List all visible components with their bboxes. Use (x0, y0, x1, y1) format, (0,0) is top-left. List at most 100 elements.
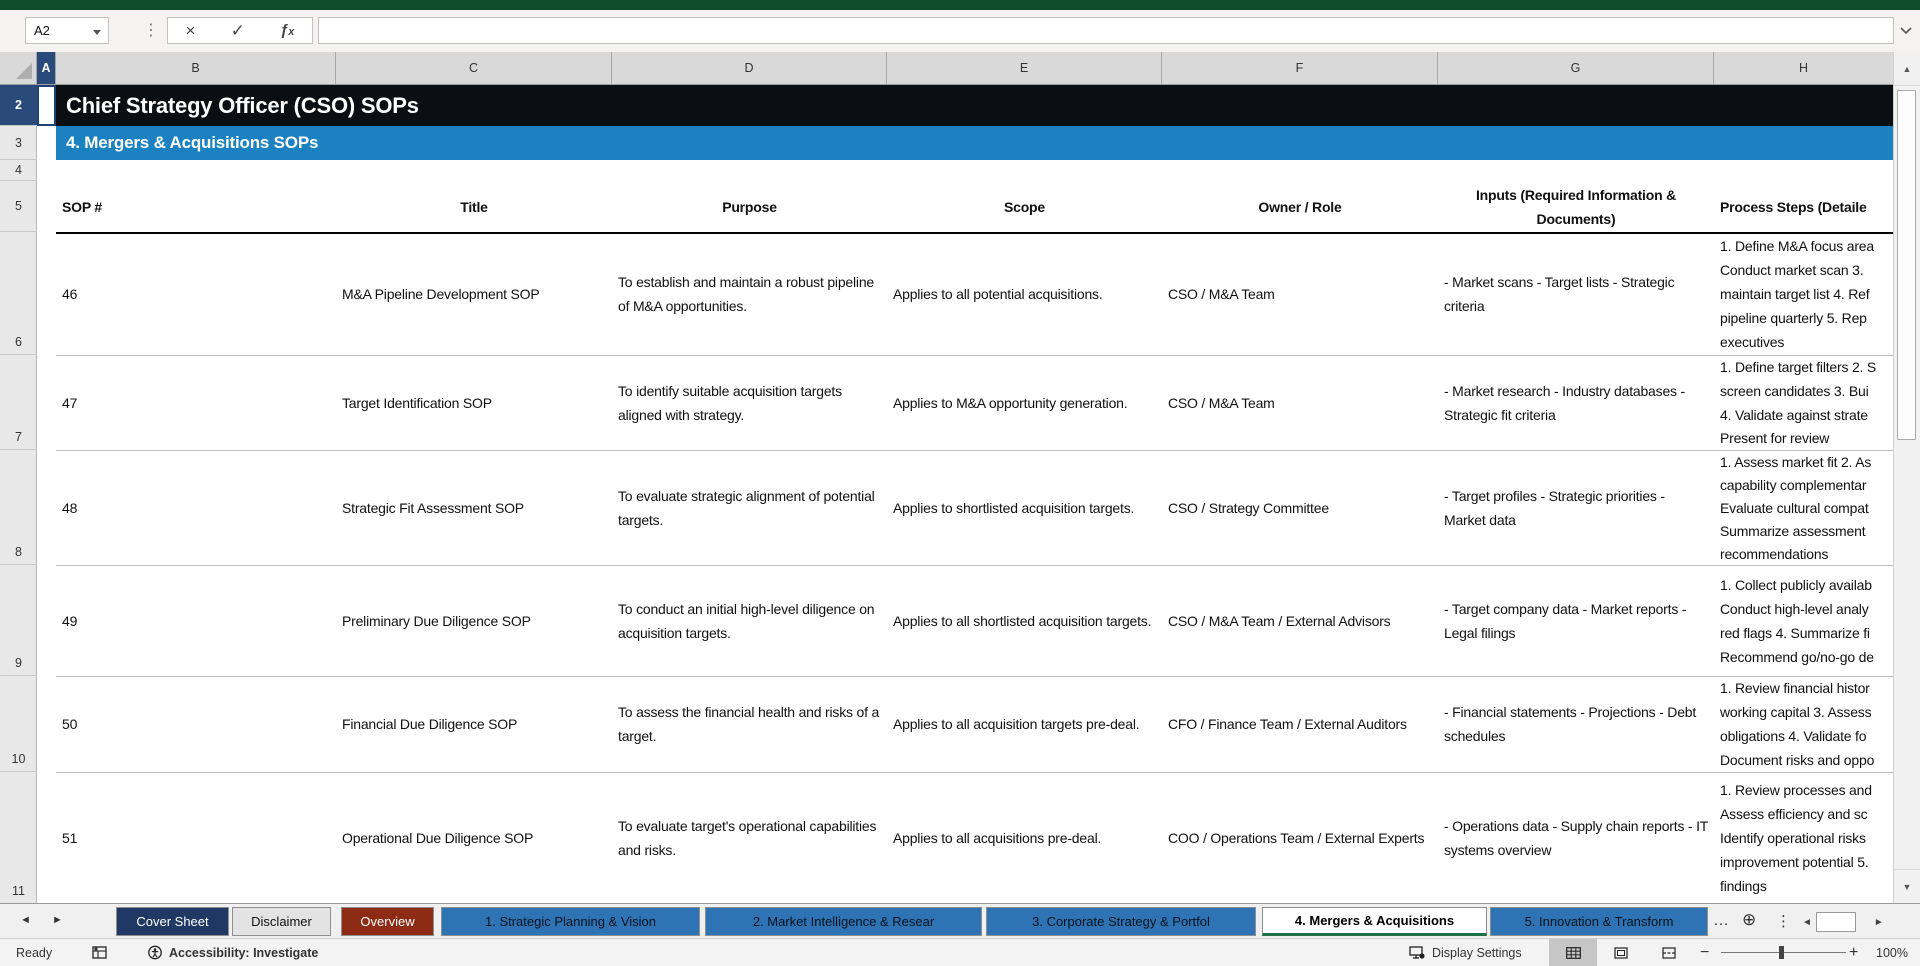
cell-owner[interactable]: CSO / M&A Team (1168, 394, 1275, 411)
horizontal-scrollbar-thumb[interactable] (1815, 912, 1856, 932)
tab-market-intelligence[interactable]: 2. Market Intelligence & Resear (705, 907, 982, 936)
tab-mergers-acquisitions[interactable]: 4. Mergers & Acquisitions (1262, 907, 1487, 936)
normal-view-button[interactable] (1549, 938, 1597, 966)
scroll-down-icon[interactable]: ▼ (1894, 869, 1920, 903)
row-header-6[interactable]: 6 (0, 232, 37, 355)
column-header-f[interactable]: F (1162, 52, 1438, 84)
zoom-level[interactable]: 100% (1876, 945, 1908, 960)
cell-purpose[interactable]: To establish and maintain a robust pipel… (618, 273, 875, 314)
header-inputs[interactable]: Inputs (Required Information & Documents… (1475, 186, 1677, 227)
cell-a[interactable] (37, 450, 56, 565)
tab-cover-sheet[interactable]: Cover Sheet (116, 907, 229, 936)
cell-process-steps[interactable]: 1. Collect publicly availab Conduct high-… (1720, 576, 1874, 665)
cell-scope[interactable]: Applies to M&A opportunity generation. (893, 394, 1128, 411)
cell-inputs[interactable]: - Target company data - Market reports -… (1444, 600, 1687, 641)
row-header-2[interactable]: 2 (0, 85, 37, 126)
header-purpose[interactable]: Purpose (722, 198, 777, 215)
cell-a[interactable] (37, 232, 56, 355)
cell-a[interactable] (37, 676, 56, 772)
header-scope[interactable]: Scope (1003, 198, 1045, 215)
display-settings-button[interactable]: Display Settings (1409, 939, 1522, 966)
tabs-overflow-icon[interactable]: … (1713, 912, 1729, 929)
page-break-view-button[interactable] (1645, 939, 1693, 966)
row-header-4[interactable]: 4 (0, 160, 37, 181)
cell-sop[interactable]: 48 (62, 499, 78, 516)
cell-process-steps[interactable]: 1. Define M&A focus area Conduct market s… (1720, 237, 1874, 350)
cell-scope[interactable]: Applies to all shortlisted acquisition t… (893, 612, 1152, 629)
formula-bar-expand-icon[interactable] (1899, 25, 1913, 35)
horizontal-scrollbar[interactable]: ◄ ► (1798, 911, 1888, 933)
vertical-scrollbar[interactable]: ▲ ▼ (1893, 52, 1920, 903)
cell-title[interactable]: M&A Pipeline Development SOP (342, 285, 540, 302)
selected-cell-a2[interactable] (37, 85, 56, 126)
zoom-slider-thumb[interactable] (1779, 946, 1784, 959)
cell-inputs[interactable]: - Market scans - Target lists - Strategi… (1444, 273, 1675, 314)
header-sop[interactable]: SOP # (62, 198, 102, 215)
column-header-d[interactable]: D (612, 52, 887, 84)
insert-function-icon[interactable]: ƒx (279, 22, 295, 39)
cell-purpose[interactable]: To evaluate strategic alignment of poten… (618, 487, 875, 528)
row-header-8[interactable]: 8 (0, 450, 37, 565)
cancel-icon[interactable]: × (185, 21, 196, 40)
cell-inputs[interactable]: - Target profiles - Strategic priorities… (1444, 487, 1665, 528)
cell-process-steps[interactable]: 1. Review financial histor working capita… (1720, 680, 1875, 768)
tab-overview[interactable]: Overview (341, 907, 434, 936)
tab-disclaimer[interactable]: Disclaimer (232, 907, 331, 936)
header-process-steps[interactable]: Process Steps (Detaile (1720, 198, 1867, 215)
cell-purpose[interactable]: To identify suitable acquisition targets… (618, 382, 842, 423)
column-header-a[interactable]: A (37, 52, 56, 84)
cell-owner[interactable]: CSO / M&A Team (1168, 285, 1275, 302)
cell-scope[interactable]: Applies to all acquisitions pre-deal. (893, 829, 1102, 846)
cell-title[interactable]: Preliminary Due Diligence SOP (342, 612, 531, 629)
row-header-5[interactable]: 5 (0, 181, 37, 232)
hscroll-left-icon[interactable]: ◄ (1802, 916, 1812, 928)
column-header-h[interactable]: H (1798, 61, 1809, 75)
cell-title[interactable]: Operational Due Diligence SOP (342, 829, 534, 846)
tabs-menu-icon[interactable]: ⋮ (1776, 913, 1791, 930)
enter-icon[interactable]: ✓ (230, 21, 245, 40)
add-sheet-icon[interactable]: ⊕ (1742, 910, 1757, 929)
tab-strategic-planning[interactable]: 1. Strategic Planning & Vision (441, 907, 700, 936)
row-header-11[interactable]: 11 (12, 884, 25, 898)
cell-sop[interactable]: 49 (62, 612, 78, 629)
section-banner[interactable]: 4. Mergers & Acquisitions SOPs (56, 126, 1893, 160)
tab-innovation-transformation[interactable]: 5. Innovation & Transform (1490, 907, 1708, 936)
cell-owner[interactable]: CFO / Finance Team / External Auditors (1168, 716, 1407, 732)
cell-sop[interactable]: 47 (62, 394, 78, 411)
macro-record-icon[interactable] (92, 939, 107, 966)
header-owner[interactable]: Owner / Role (1258, 198, 1342, 215)
page-layout-view-button[interactable] (1597, 939, 1645, 966)
row-header-7[interactable]: 7 (0, 355, 37, 450)
cell-title[interactable]: Target Identification SOP (342, 394, 492, 411)
cell-scope[interactable]: Applies to shortlisted acquisition targe… (893, 499, 1135, 516)
cell-a[interactable] (37, 565, 56, 676)
cell-owner[interactable]: CSO / M&A Team / External Advisors (1168, 612, 1391, 629)
column-header-b[interactable]: B (56, 52, 336, 84)
column-header-e[interactable]: E (887, 52, 1162, 84)
hscroll-right-icon[interactable]: ► (1873, 916, 1884, 928)
tabs-scroll-left-icon[interactable]: ◄ (20, 914, 31, 926)
row-header-3[interactable]: 3 (0, 126, 37, 160)
row-header-10[interactable]: 10 (0, 676, 37, 772)
cell-title[interactable]: Financial Due Diligence SOP (342, 716, 518, 732)
accessibility-status[interactable]: Accessibility: Investigate (147, 939, 318, 966)
cell-inputs[interactable]: - Financial statements - Projections - D… (1444, 704, 1697, 744)
cell-a[interactable] (37, 772, 56, 903)
cell-title[interactable]: Strategic Fit Assessment SOP (342, 499, 524, 516)
cell-process-steps[interactable]: 1. Assess market fit 2. As capability com… (1720, 454, 1872, 562)
cell-scope[interactable]: Applies to all acquisition targets pre-d… (893, 716, 1140, 732)
zoom-slider[interactable] (1721, 939, 1846, 966)
cell-sop[interactable]: 46 (62, 285, 78, 302)
cell-owner[interactable]: CSO / Strategy Committee (1168, 499, 1329, 516)
cell-purpose[interactable]: To evaluate target's operational capabil… (618, 817, 877, 858)
cell-sop[interactable]: 51 (62, 829, 78, 846)
sheet-title-banner[interactable]: Chief Strategy Officer (CSO) SOPs (56, 85, 1893, 126)
cell-owner[interactable]: COO / Operations Team / External Experts (1168, 829, 1425, 846)
cell-a3[interactable] (37, 126, 56, 160)
cell-inputs[interactable]: - Market research - Industry databases -… (1444, 382, 1685, 423)
row-header-9[interactable]: 9 (0, 565, 37, 676)
zoom-out-icon[interactable]: − (1700, 943, 1710, 961)
cell-inputs[interactable]: - Operations data - Supply chain reports… (1444, 817, 1708, 858)
cell-process-steps[interactable]: 1. Review processes and Assess efficiency… (1720, 781, 1872, 894)
scroll-up-icon[interactable]: ▲ (1894, 52, 1920, 86)
